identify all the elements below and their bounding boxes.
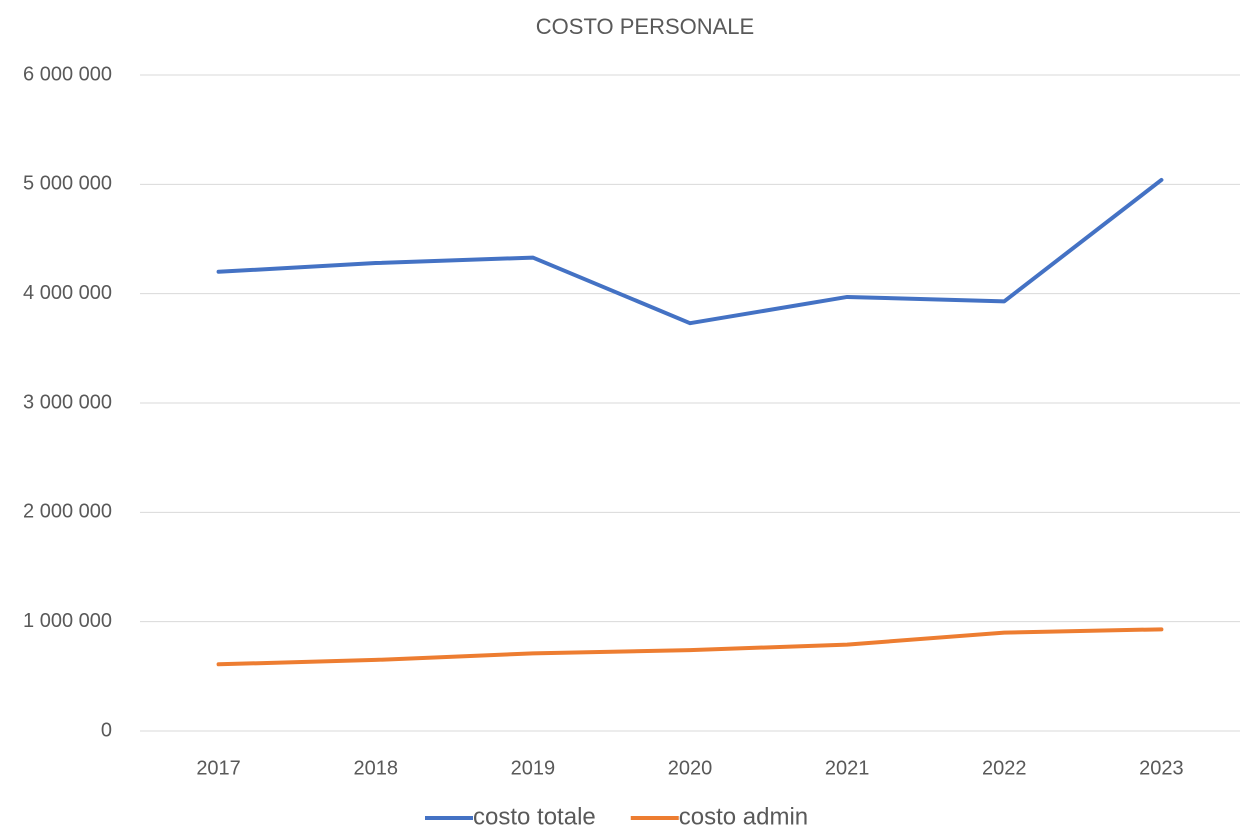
x-tick-label: 2019 bbox=[511, 757, 556, 779]
chart-title: COSTO PERSONALE bbox=[536, 14, 754, 39]
y-tick-label: 5 000 000 bbox=[23, 173, 112, 195]
x-tick-label: 2017 bbox=[196, 757, 241, 779]
x-tick-label: 2021 bbox=[825, 757, 870, 779]
legend-label: costo totale bbox=[473, 803, 596, 830]
line-series bbox=[216, 627, 1164, 667]
x-tick-label: 2020 bbox=[668, 757, 713, 779]
x-tick-label: 2018 bbox=[353, 757, 398, 779]
x-tick-label: 2022 bbox=[982, 757, 1027, 779]
y-tick-label: 2 000 000 bbox=[23, 501, 112, 523]
y-tick-label: 6 000 000 bbox=[23, 63, 112, 85]
y-tick-label: 3 000 000 bbox=[23, 391, 112, 413]
legend-label: costo admin bbox=[679, 803, 808, 830]
y-tick-label: 1 000 000 bbox=[23, 610, 112, 632]
y-tick-label: 4 000 000 bbox=[23, 282, 112, 304]
x-tick-label: 2023 bbox=[1139, 757, 1184, 779]
y-tick-label: 0 bbox=[101, 719, 112, 741]
line-series bbox=[216, 177, 1164, 326]
